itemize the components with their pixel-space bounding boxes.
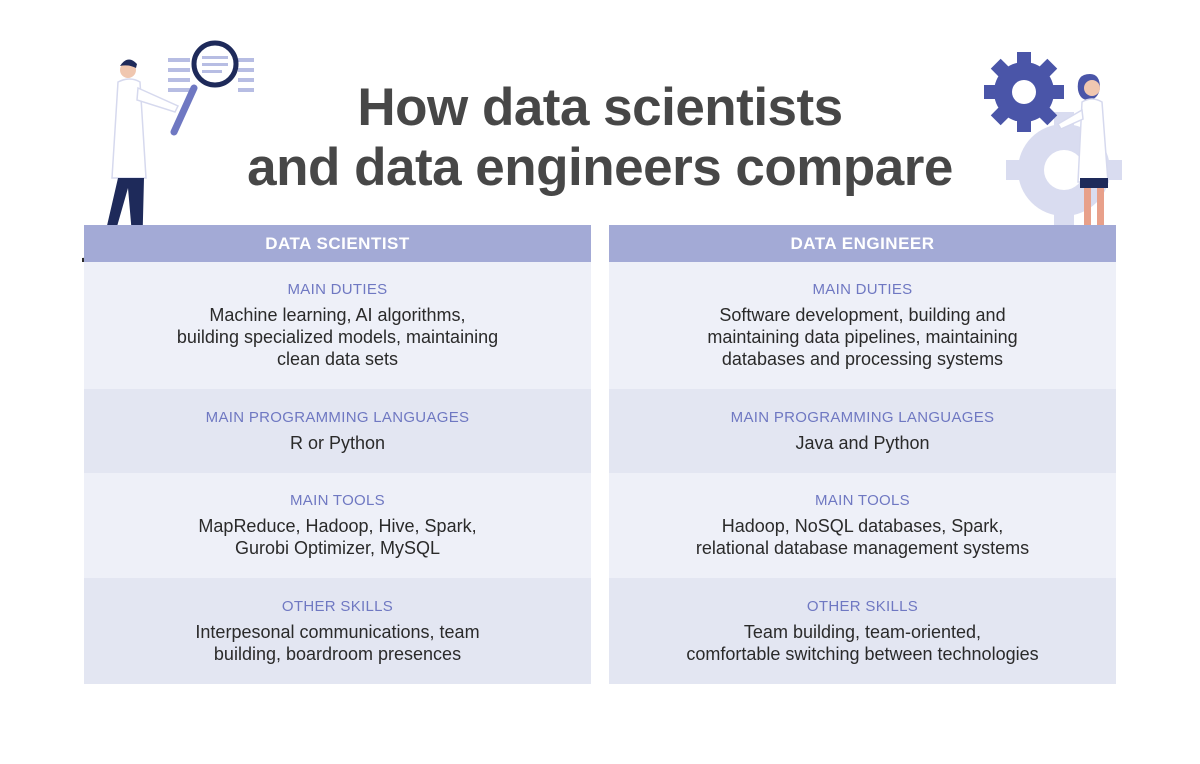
title-line-1: How data scientists	[357, 78, 843, 137]
document-lines-icon	[168, 58, 254, 92]
section-label: MAIN DUTIES	[287, 281, 388, 298]
section-label: MAIN PROGRAMMING LANGUAGES	[205, 408, 470, 426]
section-label: MAIN PROGRAMMING LANGUAGES	[730, 408, 995, 426]
section-programming-languages: MAIN PROGRAMMING LANGUAGES Java and Pyth…	[609, 389, 1116, 473]
section-text: R or Python	[289, 432, 386, 453]
engineer-with-gears-illustration	[984, 52, 1122, 260]
section-text: Machine learning, AI algorithms, buildin…	[176, 305, 499, 369]
section-main-tools: MAIN TOOLS Hadoop, NoSQL databases, Spar…	[609, 473, 1116, 578]
data-engineer-column: DATA ENGINEER MAIN DUTIES Software devel…	[609, 225, 1116, 684]
data-scientist-column: DATA SCIENTIST MAIN DUTIES Machine learn…	[84, 225, 591, 684]
magnifying-glass-icon	[170, 40, 239, 136]
section-text: Team building, team-oriented, comfortabl…	[686, 621, 1039, 664]
section-main-tools: MAIN TOOLS MapReduce, Hadoop, Hive, Spar…	[84, 473, 591, 578]
section-label: OTHER SKILLS	[806, 597, 919, 615]
column-header: DATA SCIENTIST	[84, 225, 591, 262]
page-title: How data scientists and data engineers c…	[0, 78, 1200, 198]
section-programming-languages: MAIN PROGRAMMING LANGUAGES R or Python	[84, 389, 591, 473]
section-label: MAIN TOOLS	[815, 492, 910, 509]
column-header: DATA ENGINEER	[609, 225, 1116, 262]
section-text: Hadoop, NoSQL databases, Spark, relation…	[695, 516, 1030, 558]
title-line-2: and data engineers compare	[247, 138, 953, 197]
section-other-skills: OTHER SKILLS Team building, team-oriente…	[609, 578, 1116, 684]
section-label: MAIN TOOLS	[290, 492, 385, 509]
section-other-skills: OTHER SKILLS Interpesonal communications…	[84, 578, 591, 684]
engineer-figure	[1056, 74, 1110, 260]
section-label: MAIN DUTIES	[812, 281, 913, 298]
section-main-duties: MAIN DUTIES Machine learning, AI algorit…	[84, 262, 591, 389]
section-text: Java and Python	[795, 432, 930, 453]
section-text: Software development, building and maint…	[707, 305, 1018, 369]
section-text: Interpesonal communications, team buildi…	[195, 621, 480, 664]
section-label: OTHER SKILLS	[281, 597, 394, 615]
section-main-duties: MAIN DUTIES Software development, buildi…	[609, 262, 1116, 389]
section-text: MapReduce, Hadoop, Hive, Spark, Gurobi O…	[198, 516, 477, 558]
